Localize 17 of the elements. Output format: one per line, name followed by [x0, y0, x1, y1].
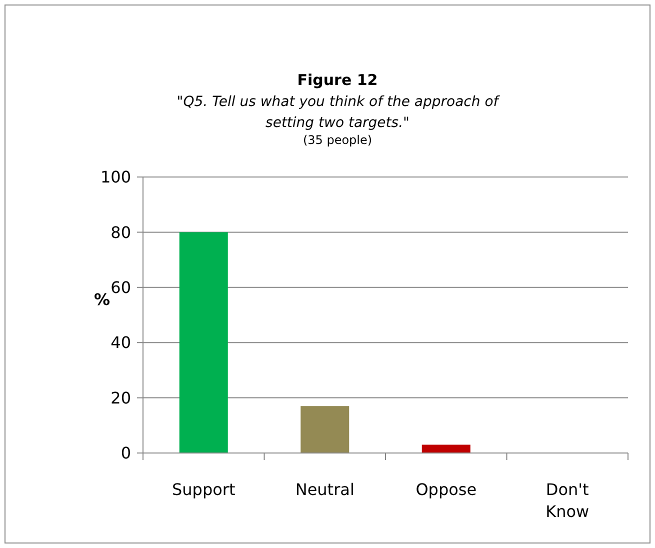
y-tick-label: 60	[110, 278, 131, 297]
bar	[422, 444, 470, 453]
chart-subtitle: "Q5. Tell us what you think of the approach of setting two targets."	[176, 94, 500, 131]
text: (35 people)	[302, 133, 372, 147]
bar	[179, 232, 228, 453]
y-tick-label: 40	[110, 333, 131, 352]
bar	[300, 406, 350, 453]
y-tick-label: 100	[100, 168, 131, 187]
chart-title: Figure 12	[297, 71, 378, 89]
x-tick-label: Oppose	[416, 480, 477, 499]
y-tick-label: 20	[110, 388, 131, 408]
x-tick-label: Neutral	[295, 480, 354, 499]
y-tick-label: 80	[110, 222, 131, 242]
x-tick-label: Support	[172, 480, 236, 499]
x-tick-label: Don't Know	[546, 480, 590, 521]
y-axis-title: %	[94, 290, 110, 309]
y-tick-label: 0	[120, 444, 131, 463]
